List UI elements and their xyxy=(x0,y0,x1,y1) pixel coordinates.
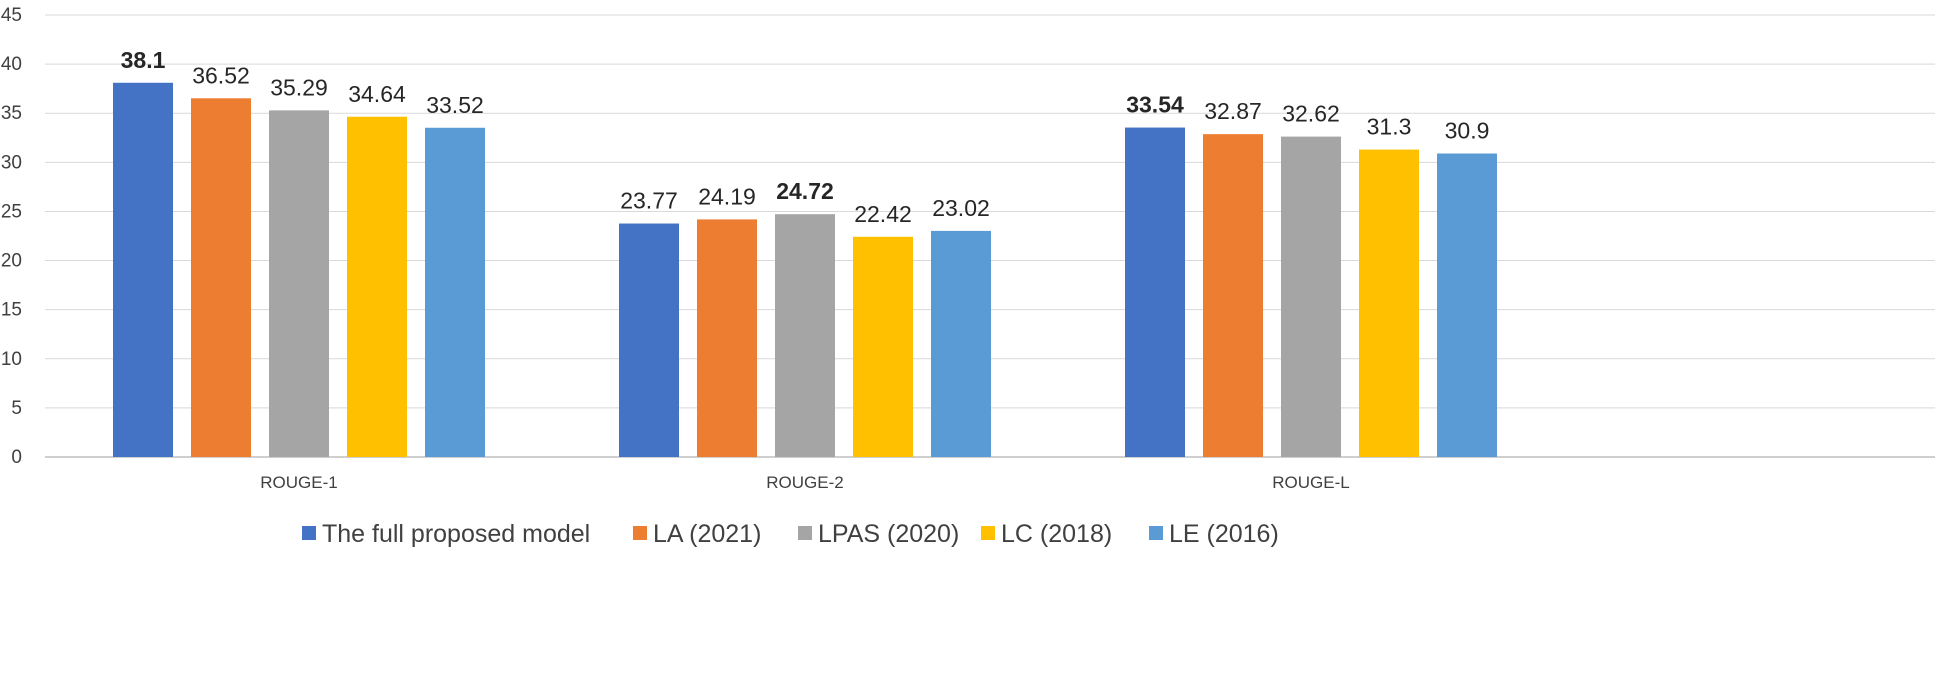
bars xyxy=(113,82,1497,458)
data-label: 33.52 xyxy=(426,92,484,118)
y-tick-label: 35 xyxy=(1,103,22,124)
bar xyxy=(775,214,835,457)
y-tick-label: 10 xyxy=(1,349,22,370)
legend-swatch xyxy=(1149,526,1163,540)
y-tick-label: 15 xyxy=(1,300,22,321)
y-tick-label: 30 xyxy=(1,152,22,173)
legend-label: LA (2021) xyxy=(653,520,761,548)
legend: The full proposed model LA (2021) LPAS (20… xyxy=(302,520,1279,548)
data-label: 36.52 xyxy=(192,62,250,88)
x-axis-categories: ROUGE-1 ROUGE-2 ROUGE-L xyxy=(260,473,1349,492)
data-label: 32.87 xyxy=(1204,98,1262,124)
bar xyxy=(191,98,251,457)
x-category-label: ROUGE-L xyxy=(1272,473,1349,492)
bar xyxy=(1203,134,1263,457)
data-label: 34.64 xyxy=(348,81,406,107)
y-axis-ticks: 0 5 10 15 20 25 30 35 40 45 xyxy=(1,5,22,468)
legend-label: LPAS (2020) xyxy=(818,520,959,548)
bar xyxy=(347,116,407,457)
bar xyxy=(1125,127,1185,457)
data-label: 31.3 xyxy=(1367,114,1412,140)
y-tick-label: 20 xyxy=(1,251,22,272)
y-tick-label: 45 xyxy=(1,5,22,26)
data-label: 24.72 xyxy=(776,178,834,204)
bar xyxy=(853,236,913,457)
x-category-label: ROUGE-1 xyxy=(260,473,337,492)
bar xyxy=(1437,153,1497,457)
bar xyxy=(425,127,485,458)
bar xyxy=(1281,136,1341,457)
x-category-label: ROUGE-2 xyxy=(766,473,843,492)
legend-swatch xyxy=(798,526,812,540)
y-tick-label: 5 xyxy=(11,398,22,419)
data-label: 23.02 xyxy=(932,195,990,221)
bar xyxy=(1359,149,1419,457)
data-label: 32.62 xyxy=(1282,101,1340,127)
data-label: 30.9 xyxy=(1445,117,1490,143)
bar xyxy=(931,230,991,457)
legend-swatch xyxy=(981,526,995,540)
data-labels: 38.1 36.52 35.29 34.64 33.52 23.77 24.19 24.72 2… xyxy=(121,47,1490,227)
bar xyxy=(619,223,679,457)
legend-label: LE (2016) xyxy=(1169,520,1279,548)
bar xyxy=(269,110,329,457)
bar xyxy=(697,219,757,457)
y-tick-label: 25 xyxy=(1,201,22,222)
data-label: 38.1 xyxy=(121,47,166,73)
legend-swatch xyxy=(302,526,316,540)
y-tick-label: 0 xyxy=(11,447,22,468)
data-label: 24.19 xyxy=(698,183,756,209)
legend-label: LC (2018) xyxy=(1001,520,1112,548)
bar xyxy=(113,82,173,458)
y-tick-label: 40 xyxy=(1,54,22,75)
data-label: 23.77 xyxy=(620,188,678,214)
legend-swatch xyxy=(633,526,647,540)
data-label: 35.29 xyxy=(270,74,328,100)
legend-label: The full proposed model xyxy=(322,520,590,548)
data-label: 22.42 xyxy=(854,201,912,227)
data-label: 33.54 xyxy=(1126,92,1184,118)
